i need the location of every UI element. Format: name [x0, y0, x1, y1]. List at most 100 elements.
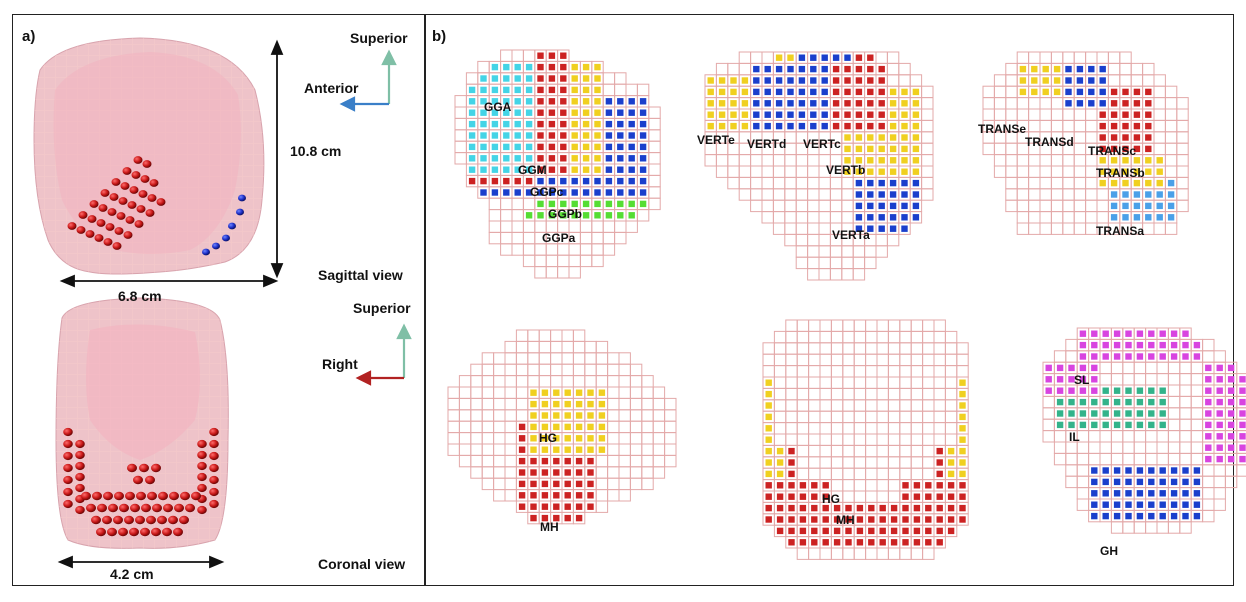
- grid-cell: [481, 466, 495, 479]
- grid-cell: [500, 49, 513, 62]
- grid-cell: [773, 376, 787, 389]
- electrode-red: [548, 155, 556, 162]
- grid-cell: [910, 547, 924, 560]
- electrode-yellow: [1133, 168, 1141, 175]
- grid-cell: [1062, 119, 1075, 133]
- electrode-red: [564, 469, 571, 476]
- electrode-yellow: [775, 54, 783, 61]
- grid-cell: [922, 547, 935, 560]
- grid-cell: [470, 443, 483, 456]
- electrode-yellow: [587, 400, 594, 408]
- grid-cell: [515, 386, 529, 399]
- electrode-blue: [491, 189, 499, 196]
- grid-cell: [795, 154, 809, 167]
- height-dimension-arrow: [270, 39, 284, 279]
- electrode-red: [913, 539, 921, 546]
- sagittal-red-electrode: [156, 198, 166, 206]
- electrode-yellow: [1156, 157, 1163, 164]
- coronal-width-label: 4.2 cm: [110, 566, 154, 582]
- electrode-red: [1122, 134, 1129, 141]
- sagittal-red-electrode: [136, 205, 146, 213]
- sagittal-red-electrode: [78, 211, 88, 219]
- electrode-red: [541, 492, 549, 499]
- electrode-red: [959, 493, 966, 500]
- electrode-red: [765, 482, 772, 489]
- electrode-yellow: [587, 435, 594, 442]
- map-hyoglossus-sagittal: [447, 329, 677, 525]
- electrode-red: [822, 504, 829, 512]
- grid-cell: [652, 443, 666, 456]
- electrode-magenta: [1068, 376, 1075, 383]
- grid-cell: [842, 342, 855, 355]
- electrode-red: [1145, 145, 1152, 153]
- electrode-green: [582, 200, 590, 208]
- grid-cell: [1005, 74, 1018, 87]
- grid-cell: [1005, 62, 1018, 76]
- grid-cell: [853, 490, 867, 503]
- grid-cell: [818, 188, 831, 201]
- grid-cell: [1202, 338, 1215, 352]
- grid-cell: [648, 140, 661, 154]
- electrode-lightblue: [1133, 202, 1141, 210]
- electrode-blue: [605, 132, 613, 139]
- grid-cell: [1062, 51, 1075, 64]
- coronal-red-electrode: [63, 463, 73, 473]
- grid-cell: [458, 420, 472, 434]
- grid-cell: [1050, 211, 1064, 224]
- grid-cell: [481, 443, 495, 456]
- electrode-red: [537, 166, 544, 173]
- grid-cell: [922, 365, 935, 378]
- electrode-yellow: [598, 446, 606, 453]
- grid-cell: [1190, 384, 1204, 397]
- coronal-red-electrode: [173, 527, 183, 537]
- electrode-yellow: [553, 400, 560, 408]
- grid-cell: [865, 376, 878, 389]
- electrode-red: [537, 155, 544, 162]
- panel-b-frame: [424, 14, 1234, 586]
- grid-cell: [808, 342, 821, 355]
- label-sl: SL: [1074, 373, 1090, 387]
- grid-cell: [841, 188, 854, 201]
- grid-cell: [784, 131, 797, 144]
- grid-cell: [865, 330, 878, 344]
- electrode-cyan: [503, 166, 510, 173]
- electrode-cyan: [491, 155, 499, 162]
- grid-cell: [1085, 211, 1098, 224]
- electrode-yellow: [587, 412, 594, 419]
- grid-cell: [853, 410, 867, 424]
- grid-cell: [614, 83, 627, 97]
- grid-cell: [921, 188, 934, 201]
- electrode-blue: [787, 100, 794, 107]
- grid-cell: [1176, 188, 1189, 201]
- electrode-green: [594, 212, 601, 219]
- grid-cell: [1028, 199, 1041, 213]
- electrode-magenta: [1205, 387, 1212, 394]
- electrode-red: [878, 111, 885, 118]
- grid-cell: [1190, 395, 1204, 409]
- electrode-red: [564, 503, 571, 510]
- grid-cell: [796, 547, 810, 560]
- electrode-blue: [764, 65, 771, 73]
- grid-cell: [808, 456, 821, 469]
- grid-cell: [1122, 373, 1135, 386]
- electrode-yellow: [564, 400, 571, 408]
- grid-cell: [750, 176, 763, 190]
- coronal-red-electrode: [136, 491, 146, 501]
- grid-cell: [1133, 441, 1147, 454]
- electrode-blue: [832, 54, 840, 61]
- grid-cell: [538, 329, 552, 342]
- electrode-yellow: [1031, 77, 1038, 84]
- grid-cell: [819, 353, 832, 367]
- electrode-blue: [821, 77, 828, 84]
- grid-cell: [1156, 373, 1169, 386]
- grid-cell: [887, 410, 901, 424]
- grid-cell: [641, 477, 654, 491]
- sagittal-red-electrode: [122, 167, 132, 175]
- grid-cell: [1179, 430, 1192, 443]
- grid-cell: [921, 142, 934, 156]
- grid-cell: [1133, 452, 1147, 466]
- grid-cell: [830, 330, 844, 344]
- electrode-blue: [1125, 478, 1132, 486]
- electrode-green: [525, 212, 533, 219]
- electrode-blue: [605, 166, 613, 173]
